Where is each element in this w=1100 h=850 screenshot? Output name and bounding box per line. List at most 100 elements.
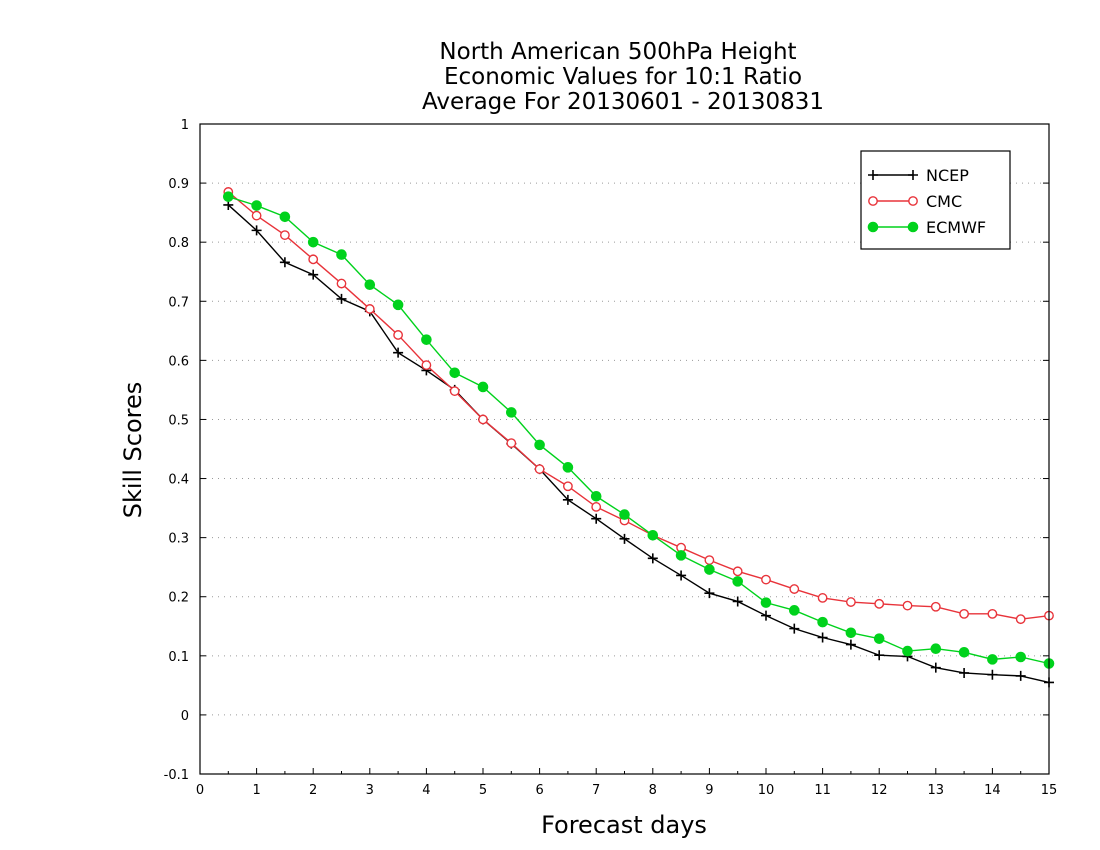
chart-title: North American 500hPa Height Economic Va…	[422, 39, 824, 115]
x-tick-label: 4	[422, 783, 430, 798]
data-point-cmc	[506, 438, 517, 448]
axis-ticks: -0.100.10.20.30.40.50.60.70.80.910 1 2 3 4 5 6…	[164, 118, 1058, 798]
data-point-cmc	[421, 360, 432, 370]
data-point-ncep	[732, 596, 743, 607]
x-tick-label: 13	[928, 783, 945, 798]
legend-box	[860, 150, 1011, 250]
data-point-ecmwf	[1015, 651, 1027, 663]
legend-marker-ncep	[868, 170, 878, 180]
data-point-ncep	[959, 667, 970, 678]
data-point-ecmwf	[392, 299, 404, 311]
data-point-ecmwf	[902, 645, 913, 657]
data-point-cmc	[987, 608, 998, 619]
data-point-cmc	[393, 330, 403, 340]
data-point-cmc	[251, 210, 262, 221]
x-tick-label: 14	[984, 783, 1001, 798]
legend-marker-cmc	[868, 196, 878, 206]
data-point-ecmwf	[619, 509, 630, 520]
y-tick-label: 0.6	[168, 354, 189, 369]
data-point-ncep	[591, 513, 602, 524]
data-point-cmc	[959, 608, 969, 619]
series-ecmwf	[223, 191, 1055, 669]
data-point-cmc	[789, 584, 800, 594]
data-point-ncep	[930, 662, 941, 673]
x-tick-label: 8	[649, 783, 657, 798]
series-line-ncep	[227, 204, 1050, 684]
data-point-ecmwf	[223, 191, 234, 202]
data-point-cmc	[817, 593, 828, 603]
data-point-ecmwf	[987, 654, 998, 665]
legend-marker-ncep	[908, 170, 918, 180]
data-series	[223, 187, 1055, 688]
data-point-cmc	[279, 230, 290, 240]
data-point-ecmwf	[789, 605, 800, 616]
data-point-cmc	[930, 601, 941, 612]
data-point-cmc	[478, 414, 488, 425]
grid-lines	[200, 182, 1049, 716]
x-tick-label: 10	[758, 783, 775, 798]
data-point-cmc	[1015, 614, 1026, 625]
legend-marker-ecmwf	[867, 221, 879, 233]
y-tick-label: 0.7	[168, 295, 189, 310]
data-point-ncep	[704, 588, 715, 599]
plot-frame	[199, 123, 1050, 775]
chart-title-line-3: Average For 20130601 - 20130831	[422, 89, 824, 115]
data-point-ecmwf	[704, 564, 715, 575]
data-point-cmc	[902, 600, 913, 611]
data-point-cmc	[761, 574, 771, 585]
legend-label-ecmwf: ECMWF	[926, 218, 986, 237]
data-point-ncep	[279, 257, 290, 268]
y-tick-label: 0.3	[168, 532, 189, 547]
data-point-cmc	[336, 278, 347, 289]
data-point-cmc	[308, 254, 319, 265]
data-point-cmc	[704, 555, 715, 565]
legend-label-ncep: NCEP	[926, 166, 969, 185]
data-point-ncep	[336, 293, 347, 304]
data-point-ncep	[562, 494, 573, 505]
data-point-ecmwf	[873, 633, 885, 644]
x-tick-label: 15	[1041, 783, 1058, 798]
legend-marker-ecmwf	[907, 221, 919, 233]
y-tick-label: 0.9	[168, 177, 189, 192]
x-tick-label: 1	[252, 783, 260, 798]
x-tick-label: 5	[479, 783, 487, 798]
data-point-ncep	[817, 632, 828, 643]
data-point-ecmwf	[421, 334, 432, 345]
data-point-ecmwf	[251, 200, 262, 211]
data-point-cmc	[534, 464, 545, 474]
data-point-ncep	[676, 570, 687, 581]
data-point-ecmwf	[279, 211, 291, 223]
legend-entry-ecmwf: ECMWF	[867, 218, 986, 237]
y-tick-label: 0.1	[168, 650, 189, 665]
data-point-ecmwf	[647, 529, 659, 541]
data-point-cmc	[449, 386, 460, 396]
data-point-ecmwf	[534, 439, 545, 451]
x-tick-label: 0	[196, 783, 204, 798]
legend-entry-ncep: NCEP	[868, 166, 969, 185]
legend: NCEP CMC ECMWF	[860, 150, 1011, 250]
x-tick-label: 9	[705, 783, 713, 798]
y-tick-label: -0.1	[164, 768, 189, 783]
y-tick-label: 1	[181, 118, 189, 133]
data-point-ecmwf	[364, 279, 376, 291]
x-axis-label: Forecast days	[541, 811, 707, 839]
y-tick-label: 0.4	[168, 473, 189, 488]
x-tick-label: 12	[871, 783, 888, 798]
data-point-ecmwf	[760, 597, 772, 608]
data-point-ecmwf	[732, 576, 744, 587]
data-point-cmc	[364, 304, 375, 314]
data-point-ecmwf	[930, 643, 942, 655]
chart-title-line-2: Economic Values for 10:1 Ratio	[444, 64, 802, 90]
x-tick-label: 7	[592, 783, 600, 798]
data-point-ecmwf	[336, 249, 347, 260]
data-point-ecmwf	[590, 490, 602, 502]
data-point-ecmwf	[307, 236, 319, 248]
data-point-ncep	[647, 553, 658, 564]
data-point-ecmwf	[506, 407, 517, 418]
legend-marker-cmc	[908, 196, 918, 206]
data-point-ncep	[761, 610, 771, 621]
y-tick-label: 0.8	[168, 236, 189, 251]
data-point-ncep	[874, 650, 885, 661]
data-point-ecmwf	[817, 616, 828, 628]
